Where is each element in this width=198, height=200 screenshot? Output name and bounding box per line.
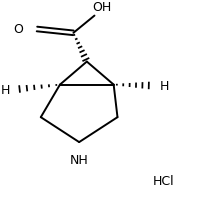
Text: NH: NH: [70, 153, 89, 166]
Text: OH: OH: [92, 1, 112, 14]
Text: HCl: HCl: [153, 174, 174, 187]
Text: H: H: [160, 80, 169, 93]
Text: H: H: [1, 83, 10, 96]
Text: O: O: [14, 23, 24, 36]
